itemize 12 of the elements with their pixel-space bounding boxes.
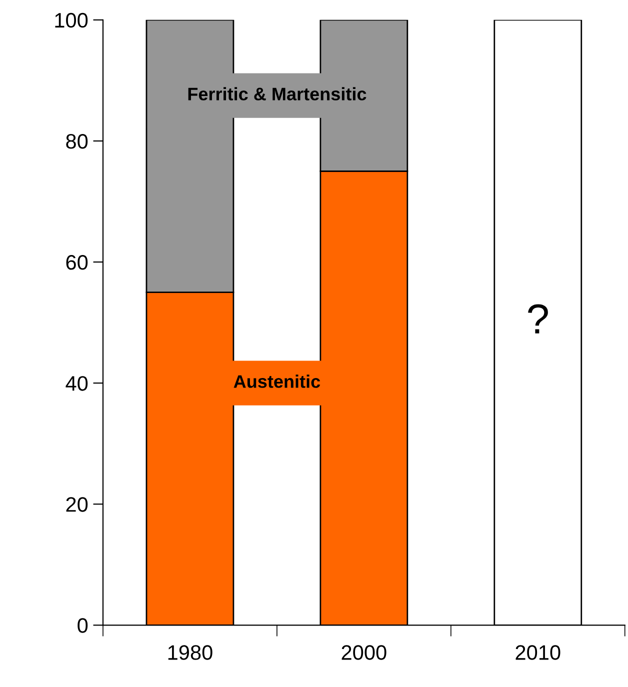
y-tick-label: 40 [66, 376, 88, 391]
text: Ferritic & Martensitic [188, 87, 366, 100]
annotation: ? [528, 304, 548, 334]
y-tick-label: 100 [55, 12, 88, 28]
series-label: Austenitic [234, 374, 320, 388]
x-tick-label: 2000 [342, 645, 386, 660]
y-tick-label: 0 [78, 618, 88, 633]
x-tick-label: 1980 [168, 645, 212, 660]
y-tick-label: 20 [66, 497, 88, 512]
y-tick-label: 60 [66, 255, 88, 270]
x-tick-label: 2010 [516, 645, 560, 660]
y-tick-label: 80 [66, 134, 88, 149]
